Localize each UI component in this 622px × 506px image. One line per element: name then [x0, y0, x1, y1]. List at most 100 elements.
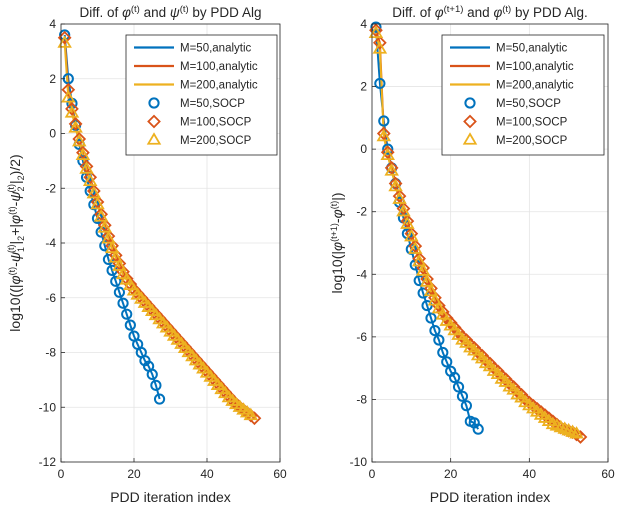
right-legend-m-100-analytic-label: M=100,analytic: [496, 61, 574, 73]
right-m-200-socp-point: [404, 228, 419, 242]
right-y-tick-label: -8: [356, 392, 367, 406]
right-x-tick-label: 0: [369, 467, 376, 481]
left-legend-m-100-socp-swatch: [147, 114, 161, 129]
right-m-200-socp-point: [392, 191, 407, 204]
right-m-100-socp-point: [396, 201, 411, 216]
left-m-200-socp-point: [123, 277, 138, 291]
right-m-50-socp-point: [460, 400, 472, 412]
left-m-200-socp-point: [101, 231, 116, 244]
right-m-50-socp-point: [374, 77, 386, 90]
left-m-200-socp-point: [115, 266, 131, 280]
right-y-axis-label: log10(|φ(t+1)-φ(t)|): [329, 192, 345, 293]
right-y-tick-label: 0: [360, 142, 367, 156]
right-m-50-socp-point: [370, 21, 382, 33]
left-legend-box: [125, 34, 278, 156]
right-m-50-socp-point: [441, 356, 453, 368]
left-m-100-socp-point: [68, 117, 83, 131]
right-x-tick-label: 60: [601, 467, 615, 481]
left-m-200-socp-point: [61, 90, 76, 103]
right-x-tick-label: 20: [444, 467, 458, 481]
right-y-tick-label: -4: [356, 267, 367, 281]
right-m-100-socp-point: [400, 214, 415, 228]
left-ticks: 0 20 40 60 -12 -10 -8 -6 -4 -2 0 2 4: [39, 17, 287, 481]
right-m-200-socp-point: [569, 426, 584, 439]
left-m-200-socp-point: [82, 173, 98, 187]
left-m-200-socp-point: [86, 185, 102, 199]
right-m-50-socp-point: [449, 371, 461, 384]
left-m-50-socp-point: [121, 308, 133, 320]
left-m-200-socp-point: [75, 147, 91, 161]
right-panel: 0 20 40 60 -10 -8 -6 -4 -2 0 2 4 Diff. of φ(t+1) an…: [329, 4, 615, 505]
left-legend-m-200-socp-swatch: [146, 132, 162, 145]
right-m-200-socp-point: [427, 293, 443, 306]
left-x-tick-label: 60: [273, 467, 287, 481]
right-axes-box: [371, 23, 609, 463]
left-legend-m-100-analytic-label: M=100,analytic: [180, 61, 258, 73]
left-legend-m-100-socp-label: M=100,SOCP: [180, 117, 252, 129]
right-ticks: 0 20 40 60 -10 -8 -6 -4 -2 0 2 4: [350, 17, 615, 481]
right-m-100-socp-point: [376, 126, 391, 141]
left-m-50-socp-point: [150, 379, 162, 391]
right-m-200-socp-point: [372, 41, 388, 54]
left-y-tick-label: -10: [39, 400, 57, 414]
left-y-tick-label: -6: [45, 291, 56, 305]
right-x-axis-label: PDD iteration index: [430, 489, 551, 505]
left-m-200-socp-point: [112, 258, 127, 271]
left-m-50-socp-point: [117, 297, 129, 309]
right-title: Diff. of φ(t+1) and φ(t) by PDD Alg.: [392, 4, 588, 20]
left-legend-m-200-socp-label: M=200,SOCP: [180, 135, 252, 147]
right-m-200-socp-point: [415, 263, 431, 276]
right-m-200-socp-point: [376, 128, 392, 142]
left-legend-m-50-socp-label: M=50,SOCP: [180, 98, 245, 110]
right-y-tick-label: -2: [356, 205, 367, 219]
right-m-100-socp-point: [372, 35, 387, 50]
right-legend-m-50-analytic-label: M=50,analytic: [496, 43, 568, 55]
right-m-100-socp-point: [420, 272, 434, 286]
left-legend-m-200-analytic-label: M=200,analytic: [180, 80, 258, 92]
right-m-200-socp-point: [419, 274, 435, 287]
right-legend-m-100-socp-swatch: [463, 114, 477, 129]
right-m-50-socp-point: [417, 287, 429, 299]
left-m-100-socp-point: [61, 82, 76, 97]
left-panel: 0 20 40 60 -12 -10 -8 -6 -4 -2 0 2 4 Diff. of φ(t) a…: [6, 4, 287, 505]
right-m-100-socp-point: [384, 161, 399, 175]
right-m-50-socp-point: [452, 381, 465, 393]
left-y-tick-label: 0: [49, 127, 56, 141]
left-m-200-socp-point: [68, 120, 83, 133]
left-series: [57, 29, 262, 426]
right-m-50-socp-point: [378, 115, 390, 127]
right-series: [368, 21, 588, 444]
right-y-tick-label: 4: [360, 17, 367, 31]
right-y-tick-label: 2: [360, 80, 367, 94]
right-m-50-socp-point: [425, 312, 437, 324]
left-x-axis-label: PDD iteration index: [110, 489, 231, 505]
right-m-50-socp-point: [421, 299, 433, 312]
left-m-200-socp-point: [104, 240, 120, 254]
left-y-tick-label: -8: [45, 346, 56, 360]
right-m-100-socp-point: [380, 145, 395, 160]
right-m-50-socp-point: [437, 346, 449, 359]
left-title: Diff. of φ(t) and ψ(t) by PDD Alg: [80, 4, 262, 20]
left-legend-m-50-analytic-label: M=50,analytic: [180, 43, 252, 55]
left-m-50-socp-point: [146, 368, 158, 380]
left-m-200-socp-point: [64, 105, 80, 118]
right-m-200-socp-point: [396, 203, 411, 217]
right-legend-m-100-socp-label: M=100,SOCP: [496, 117, 568, 129]
right-m-50-socp-point: [472, 423, 484, 435]
right-m-200-socp-point: [368, 25, 384, 39]
left-legend: M=50,analytic M=100,analytic M=200,analyti…: [125, 34, 278, 156]
left-y-axis-label: log10((|φ(t)-ψ1(t)|2+|φ(t)-ψ2(t)|2)/2): [6, 154, 26, 331]
left-y-tick-label: 4: [49, 17, 56, 31]
right-m-50-socp-point: [429, 325, 441, 337]
right-y-tick-label: -6: [356, 330, 367, 344]
left-m-200-socp-point: [79, 161, 94, 174]
left-y-tick-label: -4: [45, 236, 56, 250]
left-m-100-socp-point: [83, 170, 98, 185]
left-m-200-socp-point: [90, 196, 105, 210]
right-legend-m-50-socp-swatch: [464, 97, 476, 109]
right-m-200-socp-point: [423, 283, 439, 297]
right-legend-m-200-socp-label: M=200,SOCP: [496, 135, 568, 147]
left-y-tick-label: -2: [45, 181, 56, 195]
left-m-50-socp-point: [124, 319, 136, 331]
